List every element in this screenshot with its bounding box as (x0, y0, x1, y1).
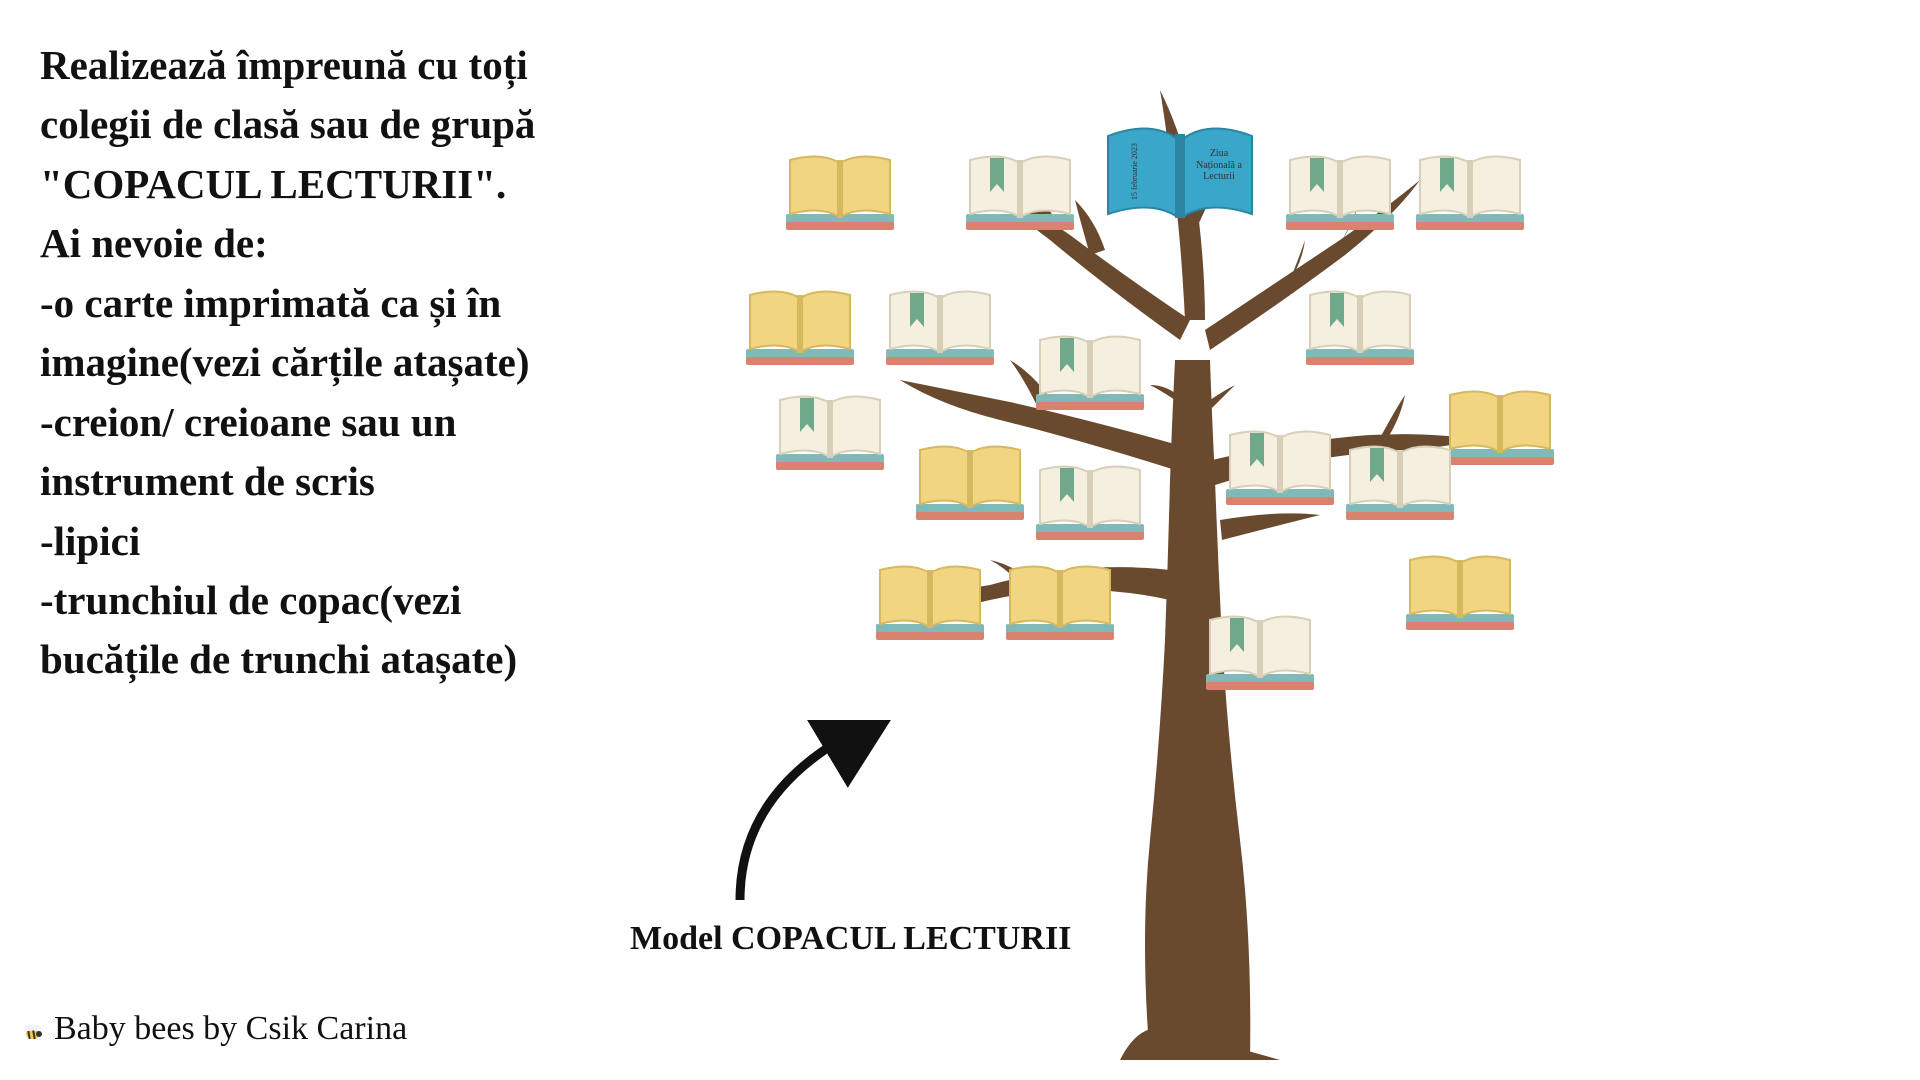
book-yellow-icon (1400, 550, 1520, 635)
book-cream-icon (1300, 285, 1420, 370)
book-cream-icon (1030, 460, 1150, 545)
instruction-line: instrument de scris (40, 452, 780, 511)
credit-text: Baby bees by Csik Carina (54, 1010, 407, 1048)
reading-tree: 15 februarie 2023 Ziua Națională a Lectur… (780, 40, 1560, 1060)
instruction-line: -o carte imprimată ca și în (40, 274, 780, 333)
book-cream-icon (1220, 425, 1340, 510)
instruction-line: colegii de clasă sau de grupă (40, 95, 780, 154)
book-cream-icon (1200, 610, 1320, 695)
book-yellow-icon (740, 285, 860, 370)
instructions-block: Realizează împreună cu toți colegii de c… (40, 36, 780, 690)
instruction-line: bucățile de trunchi atașate) (40, 630, 780, 689)
book-cream-icon (960, 150, 1080, 235)
instruction-line: Realizează împreună cu toți (40, 36, 780, 95)
book-cream-icon (770, 390, 890, 475)
instruction-line: -lipici (40, 512, 780, 571)
instruction-line: "COPACUL LECTURII". (40, 155, 780, 214)
book-cream-icon (1410, 150, 1530, 235)
book-cream-icon (1280, 150, 1400, 235)
instruction-line: -trunchiul de copac(vezi (40, 571, 780, 630)
book-cream-icon (880, 285, 1000, 370)
book-yellow-icon (910, 440, 1030, 525)
bee-icon (20, 1016, 46, 1042)
blue-book-page-text: Ziua Națională a Lecturii (1190, 148, 1248, 183)
instruction-line: imagine(vezi cărțile atașate) (40, 333, 780, 392)
book-blue-icon: 15 februarie 2023 Ziua Națională a Lectur… (1100, 120, 1260, 230)
book-yellow-icon (870, 560, 990, 645)
credit-line: Baby bees by Csik Carina (20, 1010, 407, 1048)
blue-book-spine-text: 15 februarie 2023 (1130, 143, 1139, 200)
book-yellow-icon (780, 150, 900, 235)
book-yellow-icon (1000, 560, 1120, 645)
instruction-line: -creion/ creioane sau un (40, 393, 780, 452)
instruction-line: Ai nevoie de: (40, 214, 780, 273)
book-cream-icon (1340, 440, 1460, 525)
book-cream-icon (1030, 330, 1150, 415)
